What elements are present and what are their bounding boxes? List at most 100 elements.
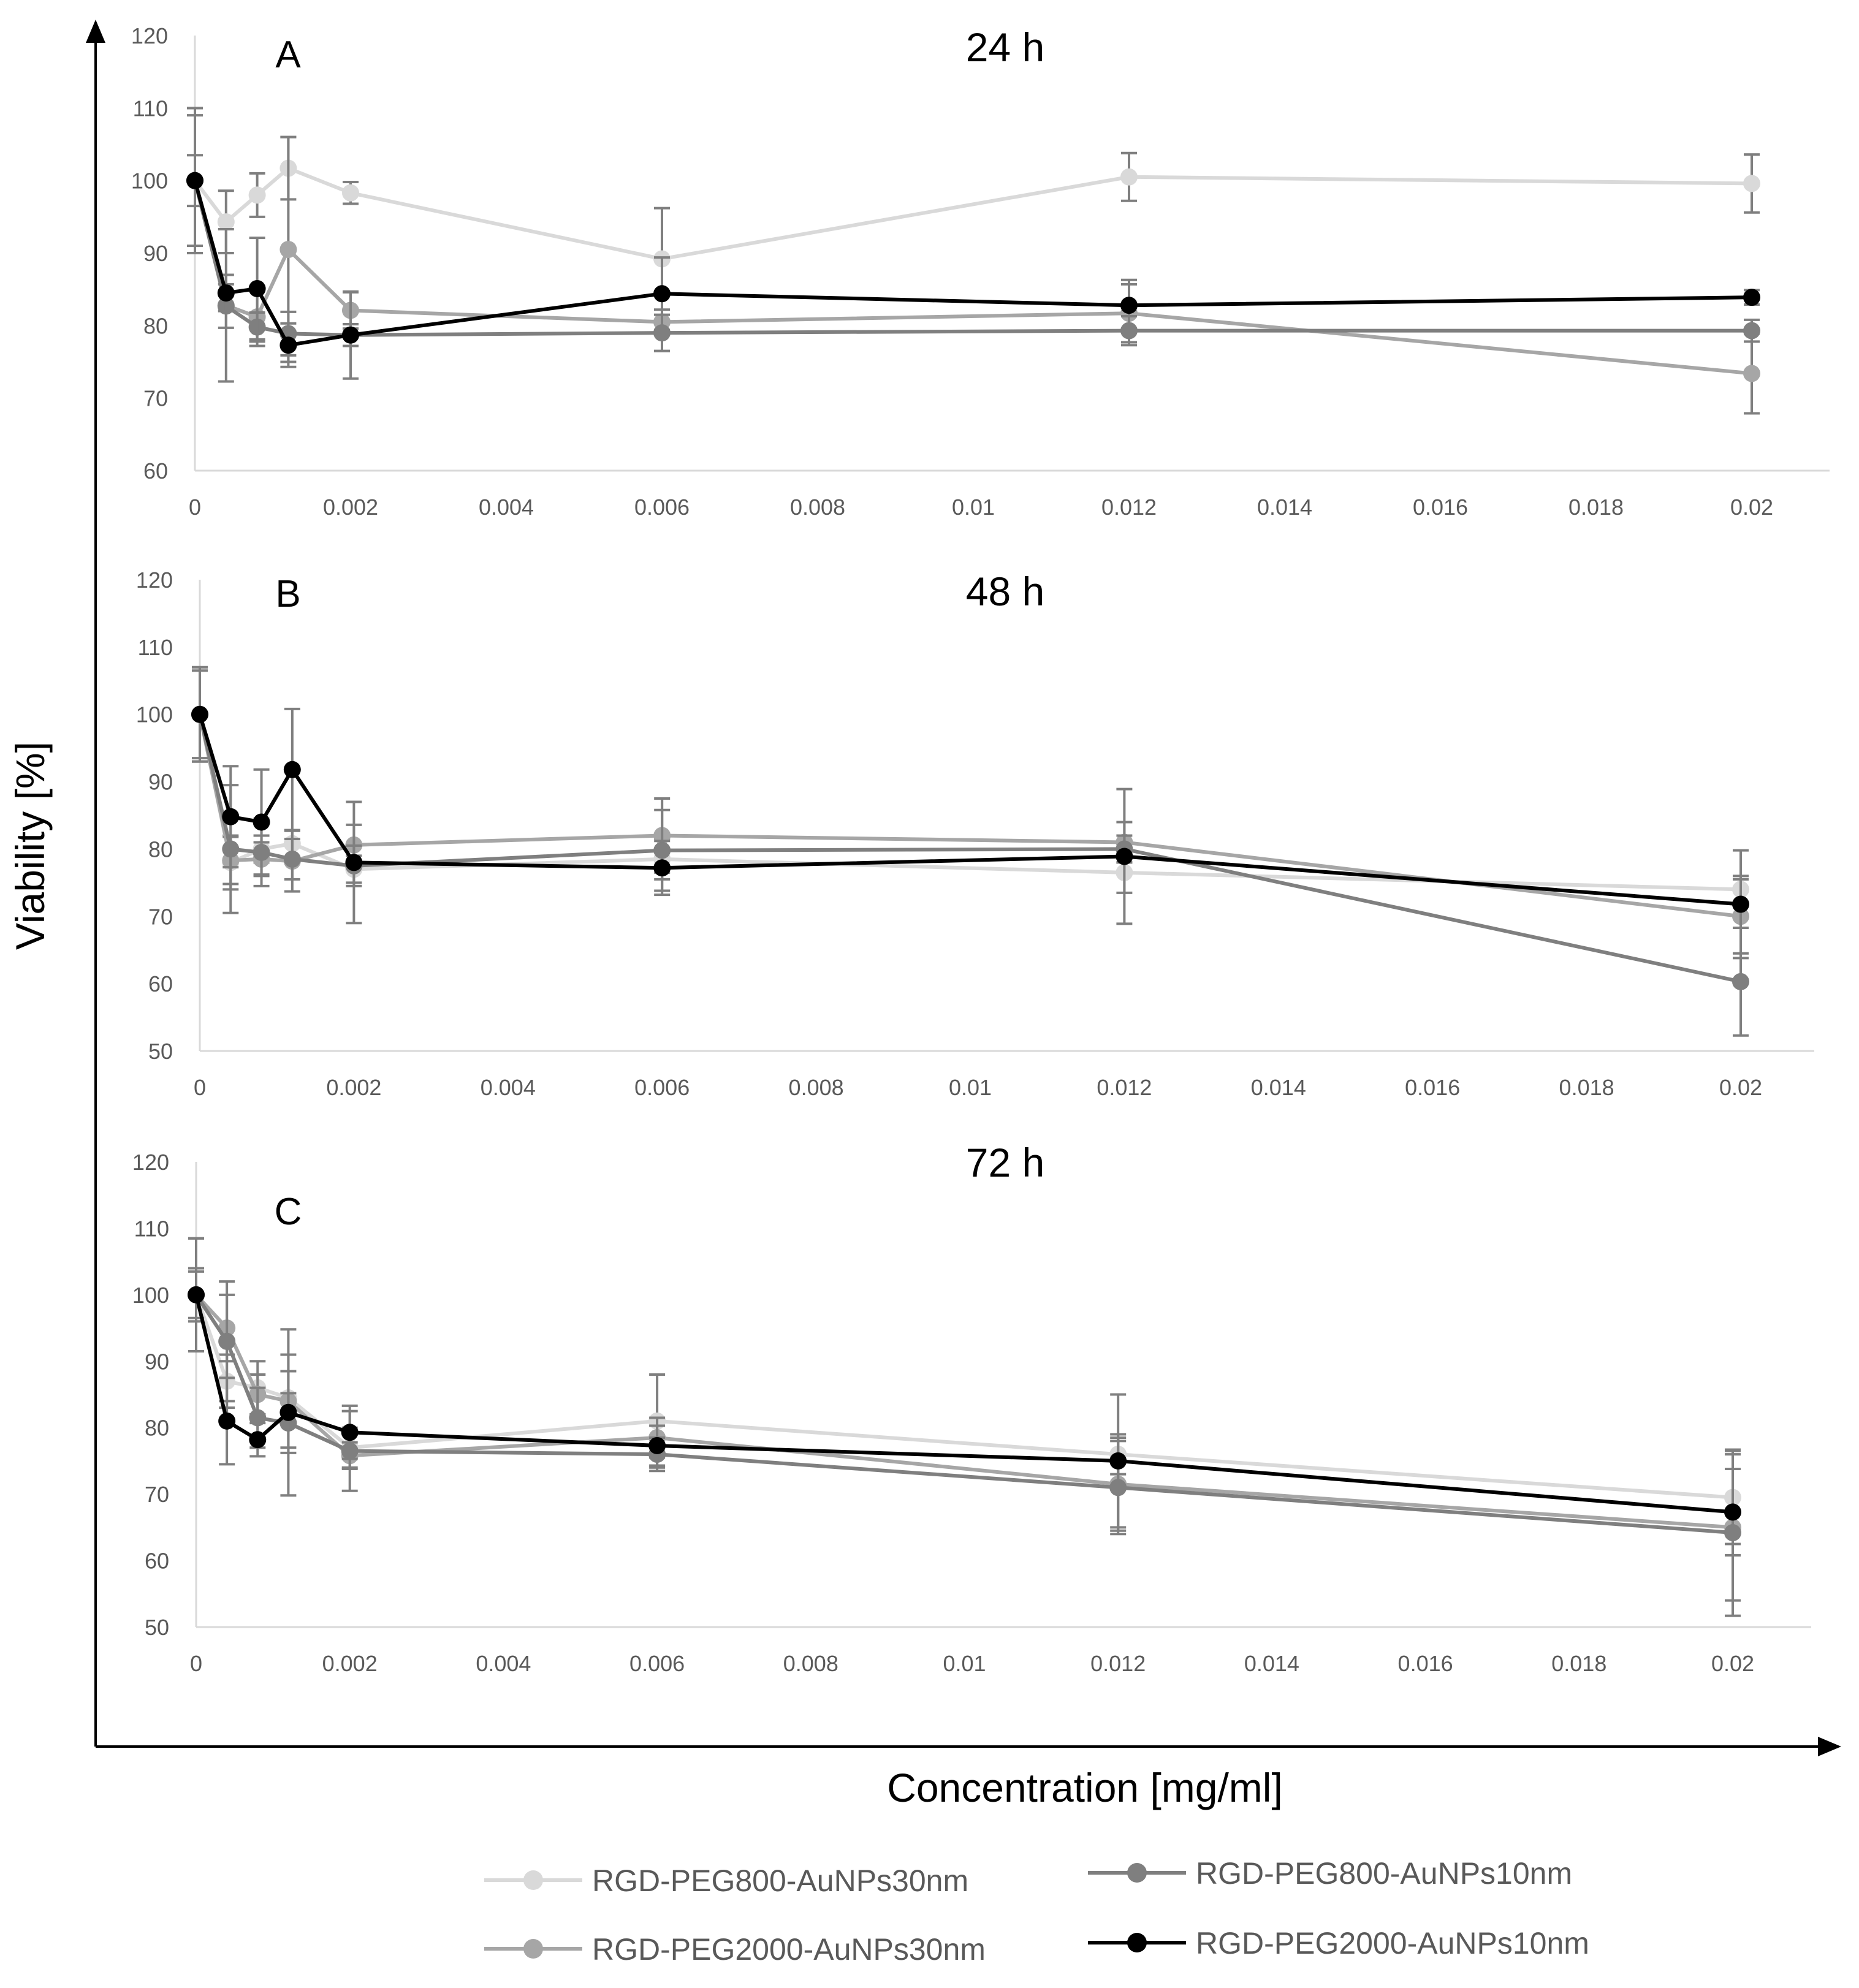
- y-tick-label: 110: [133, 96, 168, 121]
- y-tick-label: 80: [143, 313, 168, 338]
- x-tick-label: 0.02: [1730, 495, 1773, 520]
- y-tick-label: 80: [148, 837, 173, 862]
- panel-title: 72 h: [966, 1140, 1044, 1185]
- y-tick-label: 100: [136, 702, 173, 727]
- x-tick-label: 0.004: [476, 1651, 531, 1676]
- y-tick-label: 70: [145, 1482, 169, 1507]
- x-tick-label: 0.02: [1711, 1651, 1754, 1676]
- data-point: [191, 705, 208, 723]
- y-tick-label: 120: [131, 23, 168, 48]
- legend: RGD-PEG800-AuNPs30nm RGD-PEG800-AuNPs10nm…: [484, 1856, 1589, 1967]
- y-tick-label: 50: [145, 1615, 169, 1640]
- y-tick-label: 60: [143, 458, 168, 484]
- y-tick-label: 120: [136, 567, 173, 593]
- series-rgd-peg2000-aunps10nm: [186, 154, 1760, 380]
- data-point: [217, 284, 235, 302]
- series-rgd-peg2000-aunps10nm: [188, 1237, 1741, 1557]
- legend-label: RGD-PEG2000-AuNPs10nm: [1196, 1926, 1589, 1960]
- y-tick-label: 80: [145, 1416, 169, 1441]
- data-point: [283, 850, 301, 868]
- data-point: [1120, 297, 1138, 314]
- y-tick-label: 50: [148, 1039, 173, 1064]
- x-tick-label: 0: [194, 1075, 206, 1100]
- y-axis-title: Viability [%]: [7, 742, 53, 950]
- x-tick-label: 0.018: [1559, 1075, 1614, 1100]
- legend-label: RGD-PEG2000-AuNPs30nm: [592, 1932, 986, 1967]
- data-point: [248, 279, 266, 297]
- x-tick-label: 0.004: [481, 1075, 536, 1100]
- data-point: [218, 1412, 236, 1430]
- data-point: [253, 813, 270, 831]
- x-tick-label: 0.006: [634, 1075, 690, 1100]
- data-point: [186, 172, 203, 189]
- data-point: [217, 213, 235, 231]
- data-point: [249, 1431, 267, 1449]
- data-point: [1743, 322, 1760, 340]
- panel-title: 48 h: [966, 569, 1044, 614]
- panel-title: 24 h: [966, 25, 1044, 70]
- y-tick-label: 120: [132, 1150, 169, 1175]
- legend-marker: [1127, 1863, 1147, 1883]
- legend-item-rgd-peg800-aunps30nm: RGD-PEG800-AuNPs30nm: [484, 1864, 968, 1898]
- x-tick-label: 0.002: [323, 495, 378, 520]
- data-point: [1743, 289, 1760, 306]
- data-point: [283, 761, 301, 778]
- data-point: [1743, 365, 1760, 382]
- data-point: [342, 184, 359, 202]
- x-tick-label: 0.014: [1257, 495, 1312, 520]
- data-point: [188, 1286, 205, 1303]
- data-point: [1109, 1452, 1127, 1470]
- data-point: [345, 854, 363, 871]
- x-tick-label: 0.016: [1405, 1075, 1460, 1100]
- y-tick-label: 100: [131, 169, 168, 194]
- x-tick-label: 0.004: [479, 495, 534, 520]
- x-tick-label: 0.008: [790, 495, 845, 520]
- data-point: [1116, 848, 1133, 865]
- data-point: [279, 1403, 297, 1421]
- legend-marker: [1127, 1933, 1147, 1952]
- y-tick-label: 70: [148, 904, 173, 929]
- data-point: [648, 1436, 666, 1454]
- x-tick-label: 0.006: [634, 495, 690, 520]
- x-tick-label: 0.014: [1244, 1651, 1299, 1676]
- data-point: [222, 808, 240, 825]
- y-tick-label: 70: [143, 386, 168, 411]
- x-tick-label: 0.016: [1398, 1651, 1453, 1676]
- data-point: [279, 336, 297, 354]
- data-point: [1732, 973, 1749, 990]
- y-tick-label: 90: [145, 1349, 169, 1374]
- x-tick-label: 0.002: [326, 1075, 381, 1100]
- x-tick-label: 0.014: [1251, 1075, 1306, 1100]
- x-tick-label: 0: [189, 495, 201, 520]
- x-tick-label: 0.012: [1097, 1075, 1152, 1100]
- legend-item-rgd-peg2000-aunps10nm: RGD-PEG2000-AuNPs10nm: [1088, 1926, 1589, 1960]
- outer-x-axis-arrow-icon: [1818, 1737, 1841, 1756]
- data-point: [218, 1332, 236, 1350]
- panel-72h: 50 60 70 80 90 100 110 120 0 0.002 0.004 0.006 0.008…: [132, 1140, 1811, 1676]
- y-tick-label: 110: [134, 1216, 169, 1241]
- series-line: [194, 1294, 1733, 1535]
- data-point: [653, 285, 671, 303]
- x-tick-label: 0.01: [952, 495, 995, 520]
- panel-24h: 60 70 80 90 100 110 120 0 0.002 0.004 0.006 0.008 0.…: [131, 23, 1830, 520]
- x-tick-label: 0.012: [1090, 1651, 1146, 1676]
- data-point: [1120, 168, 1138, 186]
- x-tick-label: 0.01: [949, 1075, 992, 1100]
- x-tick-label: 0: [190, 1651, 202, 1676]
- panel-letter: C: [275, 1191, 302, 1233]
- data-point: [1724, 1503, 1741, 1521]
- data-point: [248, 186, 266, 204]
- series-rgd-peg2000-aunps10nm: [191, 669, 1749, 960]
- data-point: [279, 241, 297, 259]
- y-tick-label: 60: [148, 971, 173, 996]
- x-tick-label: 0.02: [1719, 1075, 1762, 1100]
- x-tick-label: 0.01: [943, 1651, 986, 1676]
- data-point: [1743, 175, 1760, 192]
- data-point: [1732, 895, 1749, 913]
- data-point: [341, 1424, 359, 1441]
- y-tick-label: 110: [138, 635, 173, 660]
- x-tick-label: 0.018: [1551, 1651, 1606, 1676]
- data-point: [342, 326, 359, 344]
- legend-label: RGD-PEG800-AuNPs10nm: [1196, 1856, 1572, 1891]
